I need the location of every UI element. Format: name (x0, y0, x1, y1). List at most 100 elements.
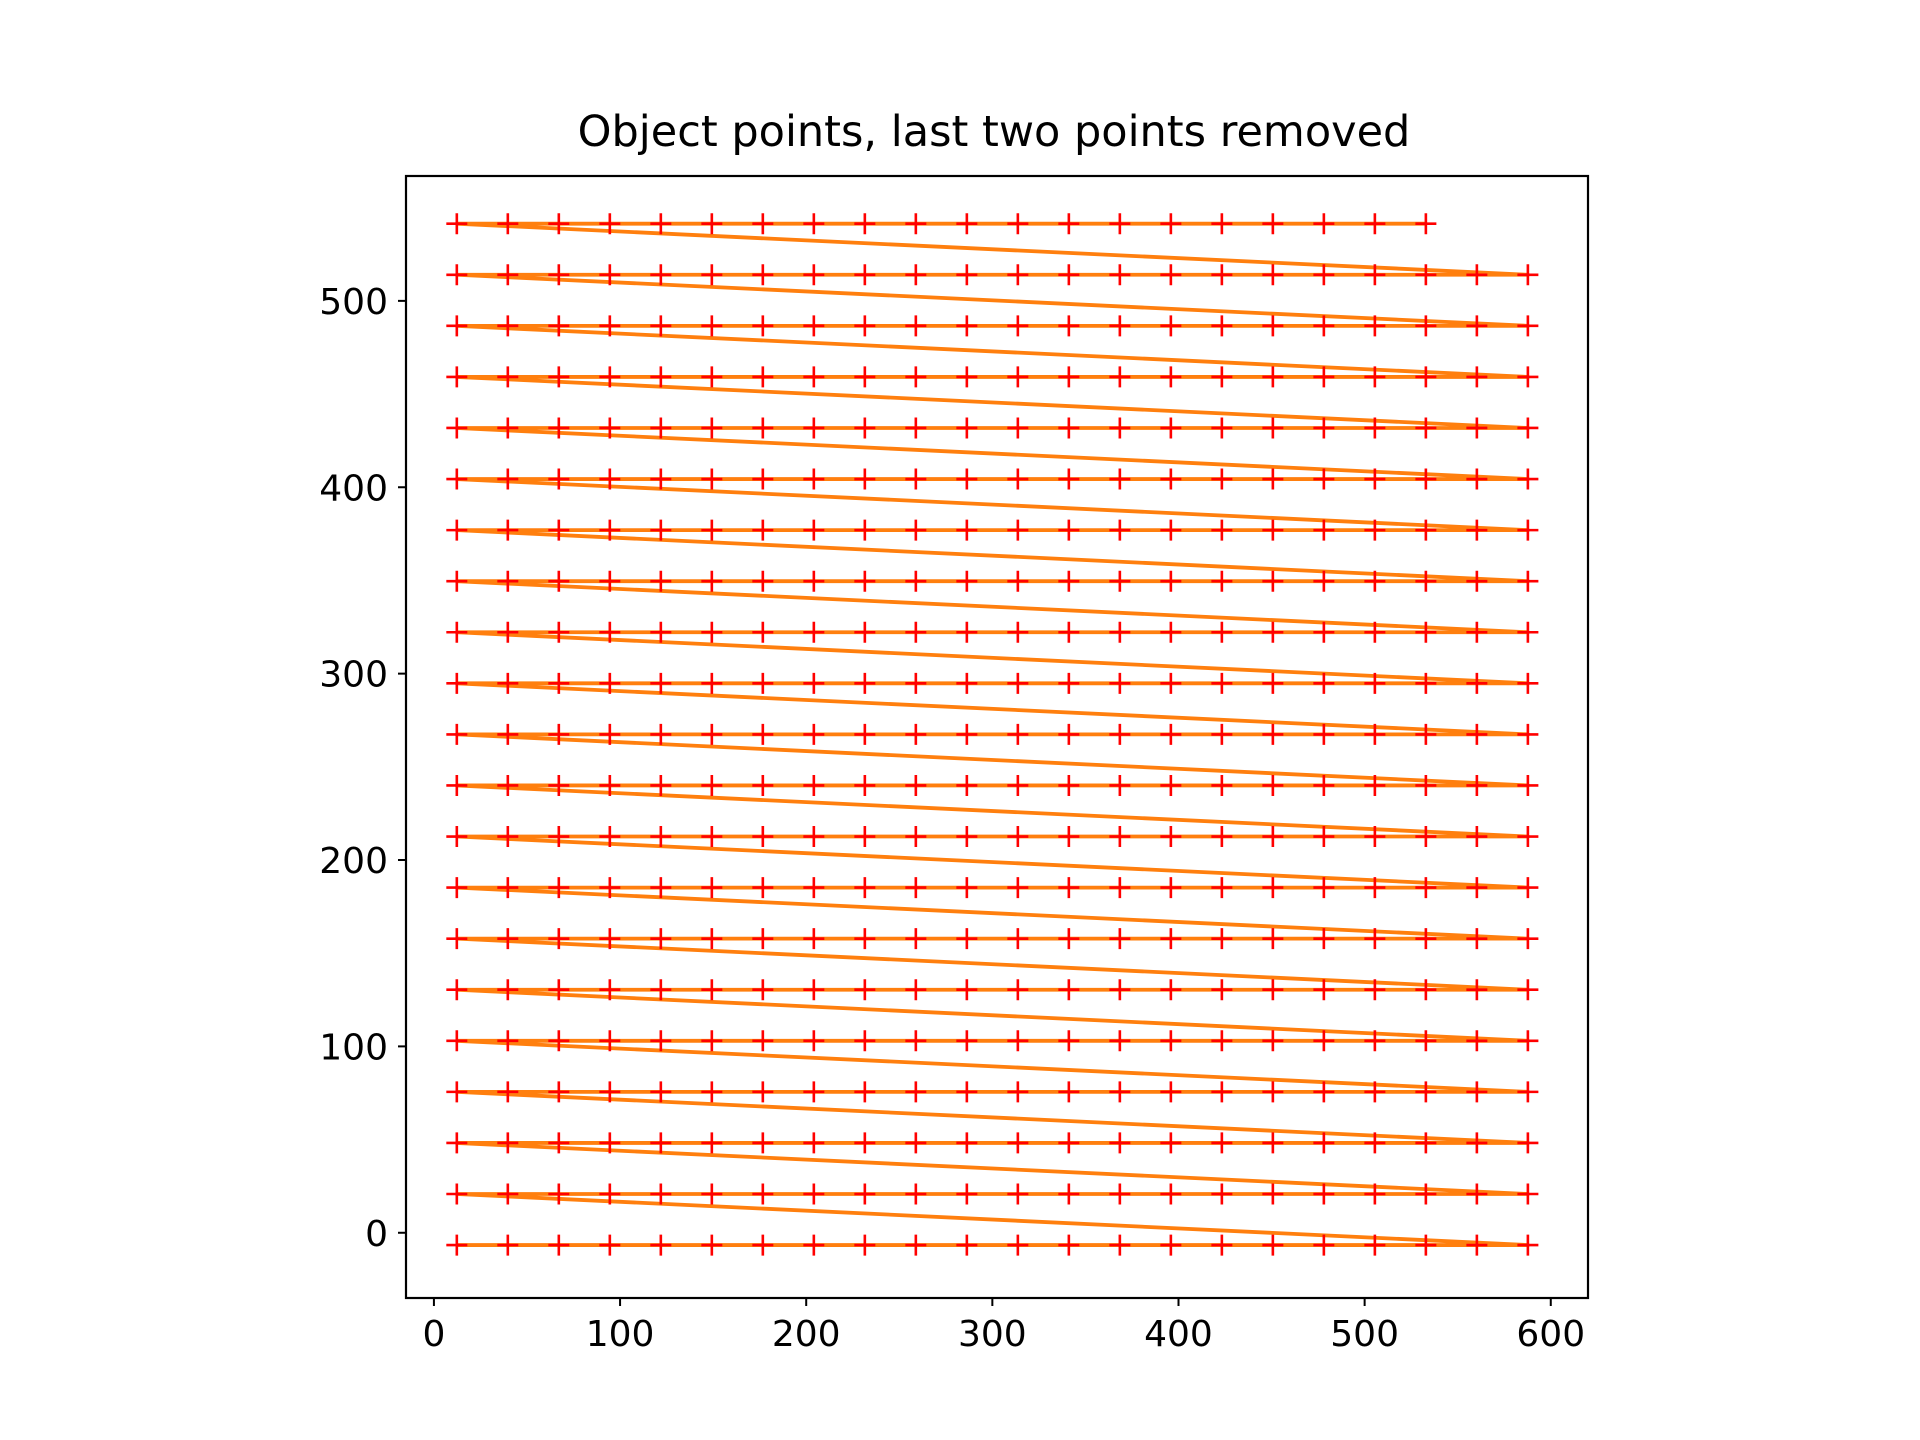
data-point-marker (1262, 774, 1284, 796)
data-point-marker (1415, 723, 1437, 745)
data-point-marker (1364, 519, 1386, 541)
data-point-marker (956, 1183, 978, 1205)
data-point-marker (1160, 723, 1182, 745)
data-point-marker (1211, 826, 1233, 848)
data-point-marker (1211, 468, 1233, 490)
data-point-marker (905, 1030, 927, 1052)
data-point-marker (599, 826, 621, 848)
data-point-marker (803, 877, 825, 899)
data-point-marker (1211, 570, 1233, 592)
data-point-marker (599, 264, 621, 286)
data-point-marker (446, 468, 468, 490)
data-point-marker (1109, 621, 1131, 643)
data-point-marker (1313, 877, 1335, 899)
data-point-marker (854, 979, 876, 1001)
data-point-marker (1058, 570, 1080, 592)
chart-title: Object points, last two points removed (578, 107, 1411, 157)
data-point-marker (446, 928, 468, 950)
data-point-marker (905, 979, 927, 1001)
data-point-marker (1160, 1030, 1182, 1052)
data-point-marker (701, 366, 723, 388)
data-point-marker (1211, 264, 1233, 286)
data-point-marker (1160, 519, 1182, 541)
data-point-marker (1109, 1183, 1131, 1205)
data-point-marker (1160, 468, 1182, 490)
data-point-marker (548, 1132, 570, 1154)
data-point-marker (599, 1183, 621, 1205)
data-point-marker (1160, 877, 1182, 899)
data-point-marker (650, 468, 672, 490)
data-point-marker (1415, 1081, 1437, 1103)
data-point-marker (803, 774, 825, 796)
data-point-marker (701, 723, 723, 745)
x-axis: 0 100 200 300 400 500 600 (422, 1298, 1585, 1355)
data-point-marker (599, 928, 621, 950)
data-point-marker (1262, 213, 1284, 235)
data-point-marker (1007, 417, 1029, 439)
data-point-marker (1313, 417, 1335, 439)
data-point-marker (905, 213, 927, 235)
data-point-marker (752, 570, 774, 592)
data-point-marker (803, 1132, 825, 1154)
data-point-marker (1211, 877, 1233, 899)
data-point-marker (1007, 928, 1029, 950)
data-point-marker (905, 672, 927, 694)
data-point-marker (1160, 672, 1182, 694)
data-point-marker (701, 264, 723, 286)
data-point-marker (497, 570, 519, 592)
data-point-marker (548, 366, 570, 388)
data-point-marker (956, 826, 978, 848)
data-point-marker (854, 1183, 876, 1205)
data-point-marker (1211, 928, 1233, 950)
data-point-marker (1211, 366, 1233, 388)
data-point-marker (650, 519, 672, 541)
data-point-marker (1262, 826, 1284, 848)
data-point-marker (1058, 417, 1080, 439)
data-point-marker (803, 366, 825, 388)
data-point-marker (1415, 979, 1437, 1001)
data-point-marker (1211, 774, 1233, 796)
data-point-marker (701, 213, 723, 235)
data-point-marker (446, 621, 468, 643)
data-point-marker (854, 672, 876, 694)
data-point-marker (905, 1081, 927, 1103)
data-point-marker (1058, 213, 1080, 235)
x-tick-label: 200 (772, 1314, 841, 1355)
data-point-marker (650, 928, 672, 950)
data-point-marker (905, 826, 927, 848)
data-point-marker (599, 672, 621, 694)
data-point-marker (497, 621, 519, 643)
data-point-marker (1466, 774, 1488, 796)
data-point-marker (446, 366, 468, 388)
data-point-marker (1160, 1234, 1182, 1256)
data-point-marker (1364, 315, 1386, 337)
data-point-marker (548, 213, 570, 235)
data-point-marker (1517, 264, 1539, 286)
data-point-marker (1415, 621, 1437, 643)
data-point-marker (548, 1183, 570, 1205)
data-point-marker (650, 621, 672, 643)
data-point-marker (650, 877, 672, 899)
data-point-marker (1466, 519, 1488, 541)
data-point-marker (905, 1183, 927, 1205)
data-point-marker (1160, 570, 1182, 592)
data-point-marker (1058, 826, 1080, 848)
data-point-marker (1109, 1234, 1131, 1256)
data-point-marker (446, 826, 468, 848)
data-point-marker (1262, 264, 1284, 286)
data-point-marker (1364, 1081, 1386, 1103)
data-point-marker (854, 826, 876, 848)
data-point-marker (1007, 723, 1029, 745)
data-point-marker (905, 774, 927, 796)
data-point-marker (1466, 979, 1488, 1001)
data-point-marker (446, 877, 468, 899)
data-point-marker (1211, 315, 1233, 337)
data-point-marker (803, 928, 825, 950)
data-point-marker (701, 1234, 723, 1256)
data-point-marker (1364, 366, 1386, 388)
data-point-marker (599, 570, 621, 592)
data-point-marker (1313, 468, 1335, 490)
data-point-marker (956, 877, 978, 899)
data-point-marker (1007, 213, 1029, 235)
data-point-marker (1109, 570, 1131, 592)
